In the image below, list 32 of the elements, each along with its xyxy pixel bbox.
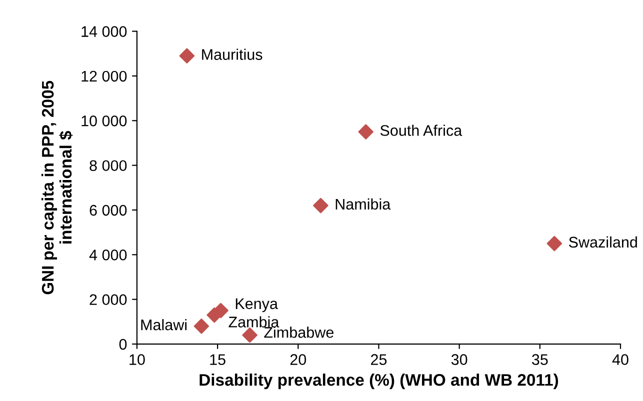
point — [242, 327, 258, 343]
x-axis-title: Disability prevalence (%) (WHO and WB 2011) — [200, 374, 558, 390]
annotation: Swaziland — [568, 236, 637, 248]
annotation: Mauritius — [202, 48, 262, 60]
x-tick-label: 25 — [371, 354, 387, 365]
point — [313, 198, 328, 214]
annotation: Kenya — [236, 298, 278, 312]
y-tick-label: 8 000 — [90, 160, 127, 172]
y-tick-label: 6 000 — [90, 204, 127, 216]
y-tick-label: 14 000 — [82, 26, 127, 37]
y-tick-label: 0 — [119, 338, 127, 350]
x-tick-label: 35 — [532, 354, 548, 365]
y-tick-label: 2 000 — [90, 294, 127, 306]
x-tick-label: 40 — [612, 354, 628, 365]
x-tick-label: 10 — [130, 354, 145, 365]
y-tick-label: 10 000 — [82, 116, 127, 126]
annotation: Malawi — [141, 319, 187, 330]
point — [179, 48, 195, 64]
x-tick-label: 15 — [210, 354, 226, 365]
y-axis-title: GNI per capita in PPP, 2005 international $ — [41, 80, 73, 294]
y-tick-label: 12 000 — [82, 70, 127, 82]
annotation: Zimbabwe — [264, 326, 334, 338]
annotation: Zambia — [228, 316, 280, 328]
x-tick-label: 30 — [451, 354, 468, 365]
annotation: Namibia — [336, 198, 391, 210]
y-tick-label: 4 000 — [89, 250, 127, 260]
point — [206, 307, 222, 323]
point — [358, 124, 374, 140]
x-tick-label: 20 — [290, 354, 306, 365]
point — [546, 236, 562, 252]
point — [194, 318, 210, 334]
annotation: South Africa — [380, 124, 462, 136]
